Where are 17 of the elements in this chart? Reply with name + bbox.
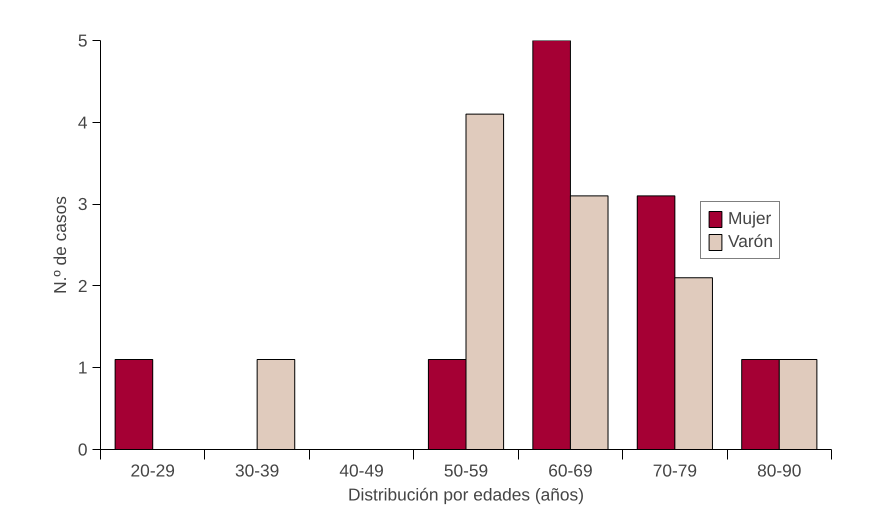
x-tick-label: 40-49 <box>339 460 384 480</box>
x-tick-label: 20-29 <box>130 460 175 480</box>
y-tick-label: 0 <box>78 440 88 460</box>
x-tick-label: 30-39 <box>234 460 280 480</box>
y-axis-title: N.º de casos <box>50 196 70 294</box>
x-tick-label: 70-79 <box>652 460 698 480</box>
x-tick-label: 50-59 <box>444 460 488 480</box>
y-tick-label: 3 <box>78 194 88 214</box>
y-tick-label: 5 <box>78 30 88 50</box>
y-tick-label: 4 <box>78 112 88 132</box>
y-tick-label: 2 <box>78 276 88 296</box>
x-tick-label: 60-69 <box>548 460 593 480</box>
y-tick-label: 1 <box>78 358 88 378</box>
x-axis-title: Distribución por edades (años) <box>348 484 584 504</box>
x-tick-label: 80-90 <box>757 460 802 480</box>
legend-label: Mujer <box>728 208 772 229</box>
legend-label: Varón <box>728 231 773 252</box>
